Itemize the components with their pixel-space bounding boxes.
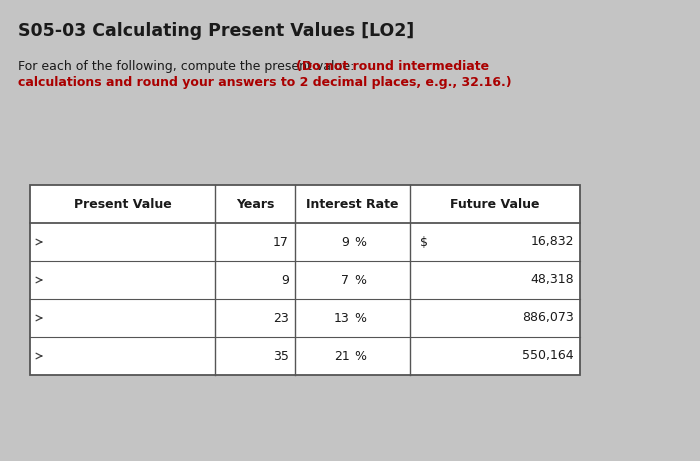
Text: 550,164: 550,164 <box>522 349 574 362</box>
Text: $: $ <box>420 236 428 248</box>
Text: Years: Years <box>236 197 274 211</box>
Text: Interest Rate: Interest Rate <box>307 197 399 211</box>
Text: S05-03 Calculating Present Values [LO2]: S05-03 Calculating Present Values [LO2] <box>18 22 414 40</box>
Text: 35: 35 <box>273 349 289 362</box>
Text: %: % <box>354 236 367 248</box>
Text: For each of the following, compute the present value:: For each of the following, compute the p… <box>18 60 358 73</box>
Text: 17: 17 <box>273 236 289 248</box>
Text: Future Value: Future Value <box>450 197 540 211</box>
Text: 21: 21 <box>334 349 349 362</box>
Text: 23: 23 <box>273 312 289 325</box>
Text: 886,073: 886,073 <box>522 312 574 325</box>
Text: Present Value: Present Value <box>74 197 172 211</box>
Text: 16,832: 16,832 <box>531 236 574 248</box>
Bar <box>30 185 580 375</box>
Text: %: % <box>354 273 367 286</box>
Text: 9: 9 <box>281 273 289 286</box>
Text: %: % <box>354 349 367 362</box>
Text: 9: 9 <box>342 236 349 248</box>
Text: calculations and round your answers to 2 decimal places, e.g., 32.16.): calculations and round your answers to 2… <box>18 76 512 89</box>
Text: (Do not round intermediate: (Do not round intermediate <box>296 60 489 73</box>
Text: 48,318: 48,318 <box>531 273 574 286</box>
Text: 7: 7 <box>342 273 349 286</box>
Text: %: % <box>354 312 367 325</box>
Text: 13: 13 <box>334 312 349 325</box>
